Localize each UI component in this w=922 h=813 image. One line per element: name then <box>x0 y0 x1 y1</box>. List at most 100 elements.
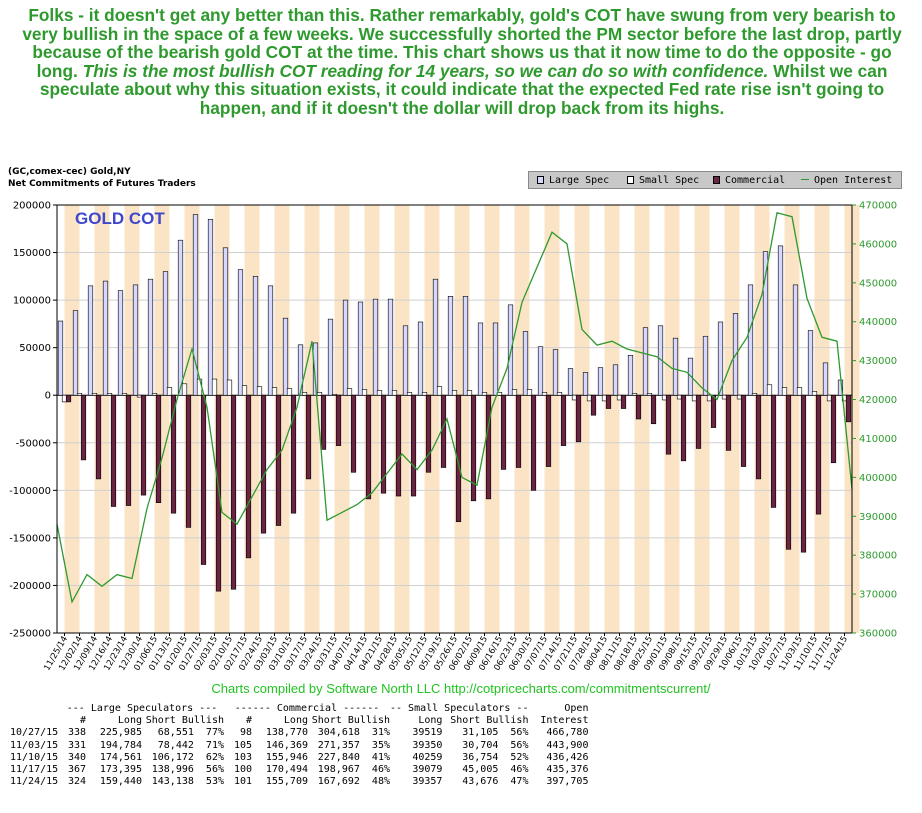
bar-commercial <box>740 394 747 467</box>
bar-commercial <box>515 394 522 468</box>
legend-label-small-spec: Small Spec <box>639 175 700 186</box>
bar-commercial <box>200 394 207 565</box>
bar-small-spec <box>301 392 308 396</box>
legend-item-small-spec: Small Spec <box>627 175 699 186</box>
bar-small-spec <box>76 393 83 396</box>
legend-item-large-spec: Large Spec <box>537 175 609 186</box>
table-column-header: Short Bullish <box>145 715 224 727</box>
bar-small-spec <box>226 379 233 396</box>
bar-commercial <box>665 394 672 455</box>
bar-large-spec <box>567 368 574 396</box>
bar-large-spec <box>582 372 589 396</box>
legend-swatch-commercial <box>713 176 720 184</box>
table-cell: 31,105 56% <box>462 727 529 739</box>
bar-large-spec <box>192 214 199 396</box>
table-column-header: # <box>79 715 86 727</box>
table-cell: 324 <box>67 776 86 788</box>
table-cell: 167,692 48% <box>317 776 390 788</box>
bar-large-spec <box>537 346 544 396</box>
y-right-tick-label: 420000 <box>859 395 897 406</box>
bar-small-spec <box>166 387 173 396</box>
chart-title: GOLD COT <box>75 209 165 228</box>
bar-commercial <box>500 394 507 470</box>
bar-large-spec <box>417 321 424 396</box>
bar-large-spec <box>267 285 274 396</box>
bar-large-spec <box>642 327 649 396</box>
bar-small-spec <box>376 390 383 396</box>
bar-small-spec <box>766 384 773 396</box>
bar-commercial <box>260 394 267 534</box>
table-cell: 138,770 <box>265 727 308 739</box>
bar-small-spec <box>631 393 638 396</box>
bar-commercial <box>845 394 852 423</box>
bar-small-spec <box>286 388 293 396</box>
bar-commercial <box>65 394 72 403</box>
bar-commercial <box>470 394 477 502</box>
legend-label-commercial: Commercial <box>725 175 786 186</box>
bar-commercial <box>530 394 537 491</box>
cot-chart: 200000 150000 100000 50000 0 -50000 -100000 -15… <box>9 201 897 673</box>
table-cell: 397,705 <box>546 776 589 788</box>
table-cell: 106,172 62% <box>151 751 224 763</box>
table-column-header: Interest <box>540 715 589 727</box>
bar-small-spec <box>316 392 323 396</box>
bar-large-spec <box>387 298 394 396</box>
bar-large-spec <box>792 284 799 396</box>
table-cell: 11/10/15 <box>10 751 59 763</box>
y-left-tick-label: 0 <box>45 391 51 402</box>
bar-commercial <box>620 394 627 409</box>
table-cell: 170,494 <box>265 764 308 776</box>
table-header-row: # Long Short Bullish # Long Short Bullish Long… <box>10 715 589 727</box>
table-cell: 435,376 <box>546 764 589 776</box>
table-cell: 39357 <box>412 776 443 788</box>
bar-large-spec <box>117 290 124 396</box>
bar-large-spec <box>327 318 334 396</box>
bar-small-spec <box>781 387 788 396</box>
y-left-tick-label: 100000 <box>13 296 51 307</box>
bar-large-spec <box>432 278 439 396</box>
bar-large-spec <box>57 320 64 396</box>
y-right-tick-label: 470000 <box>859 201 897 212</box>
bar-commercial <box>440 394 447 468</box>
legend-swatch-small-spec <box>627 176 634 184</box>
table-cell: 11/17/15 <box>10 764 59 776</box>
bar-commercial <box>635 394 642 420</box>
bar-small-spec <box>121 393 128 396</box>
bar-large-spec <box>312 342 319 396</box>
y-right-tick-label: 380000 <box>859 551 897 562</box>
y-left-tick-label: -150000 <box>9 533 51 544</box>
table-row: 11/03/15 331 194,784 78,442 71% 105 146,369 27… <box>10 740 588 752</box>
table-group-header <box>10 703 60 715</box>
bar-small-spec <box>346 388 353 396</box>
chart-legend: Large Spec Small Spec Commercial Open In… <box>528 171 902 189</box>
bar-large-spec <box>762 251 769 396</box>
table-cell: 98 <box>239 727 252 739</box>
bar-small-spec <box>541 392 548 396</box>
bar-commercial <box>410 394 417 497</box>
bar-commercial <box>275 394 282 526</box>
bar-large-spec <box>477 322 484 396</box>
bar-commercial <box>455 394 462 523</box>
y-right-tick-label: 400000 <box>859 473 897 484</box>
bar-commercial <box>365 394 372 500</box>
legend-label-large-spec: Large Spec <box>549 175 610 186</box>
bar-commercial <box>350 394 357 473</box>
bar-large-spec <box>147 278 154 396</box>
table-cell: 39079 <box>412 764 443 776</box>
bar-commercial <box>395 394 402 497</box>
y-left-tick-label: 200000 <box>13 201 51 212</box>
table-cell: 304,618 31% <box>317 727 390 739</box>
table-cell: 271,357 35% <box>317 739 390 751</box>
bar-large-spec <box>702 335 709 396</box>
bar-commercial <box>575 394 582 443</box>
bar-commercial <box>800 394 807 553</box>
table-cell: 174,561 <box>99 751 142 763</box>
bar-small-spec <box>481 392 488 396</box>
bar-commercial <box>95 394 102 480</box>
bar-commercial <box>305 394 312 480</box>
bar-small-spec <box>181 383 188 396</box>
legend-item-commercial: Commercial <box>713 175 785 186</box>
bar-commercial <box>605 394 612 409</box>
y-left-tick-label: -250000 <box>9 629 51 640</box>
bar-large-spec <box>282 317 289 396</box>
